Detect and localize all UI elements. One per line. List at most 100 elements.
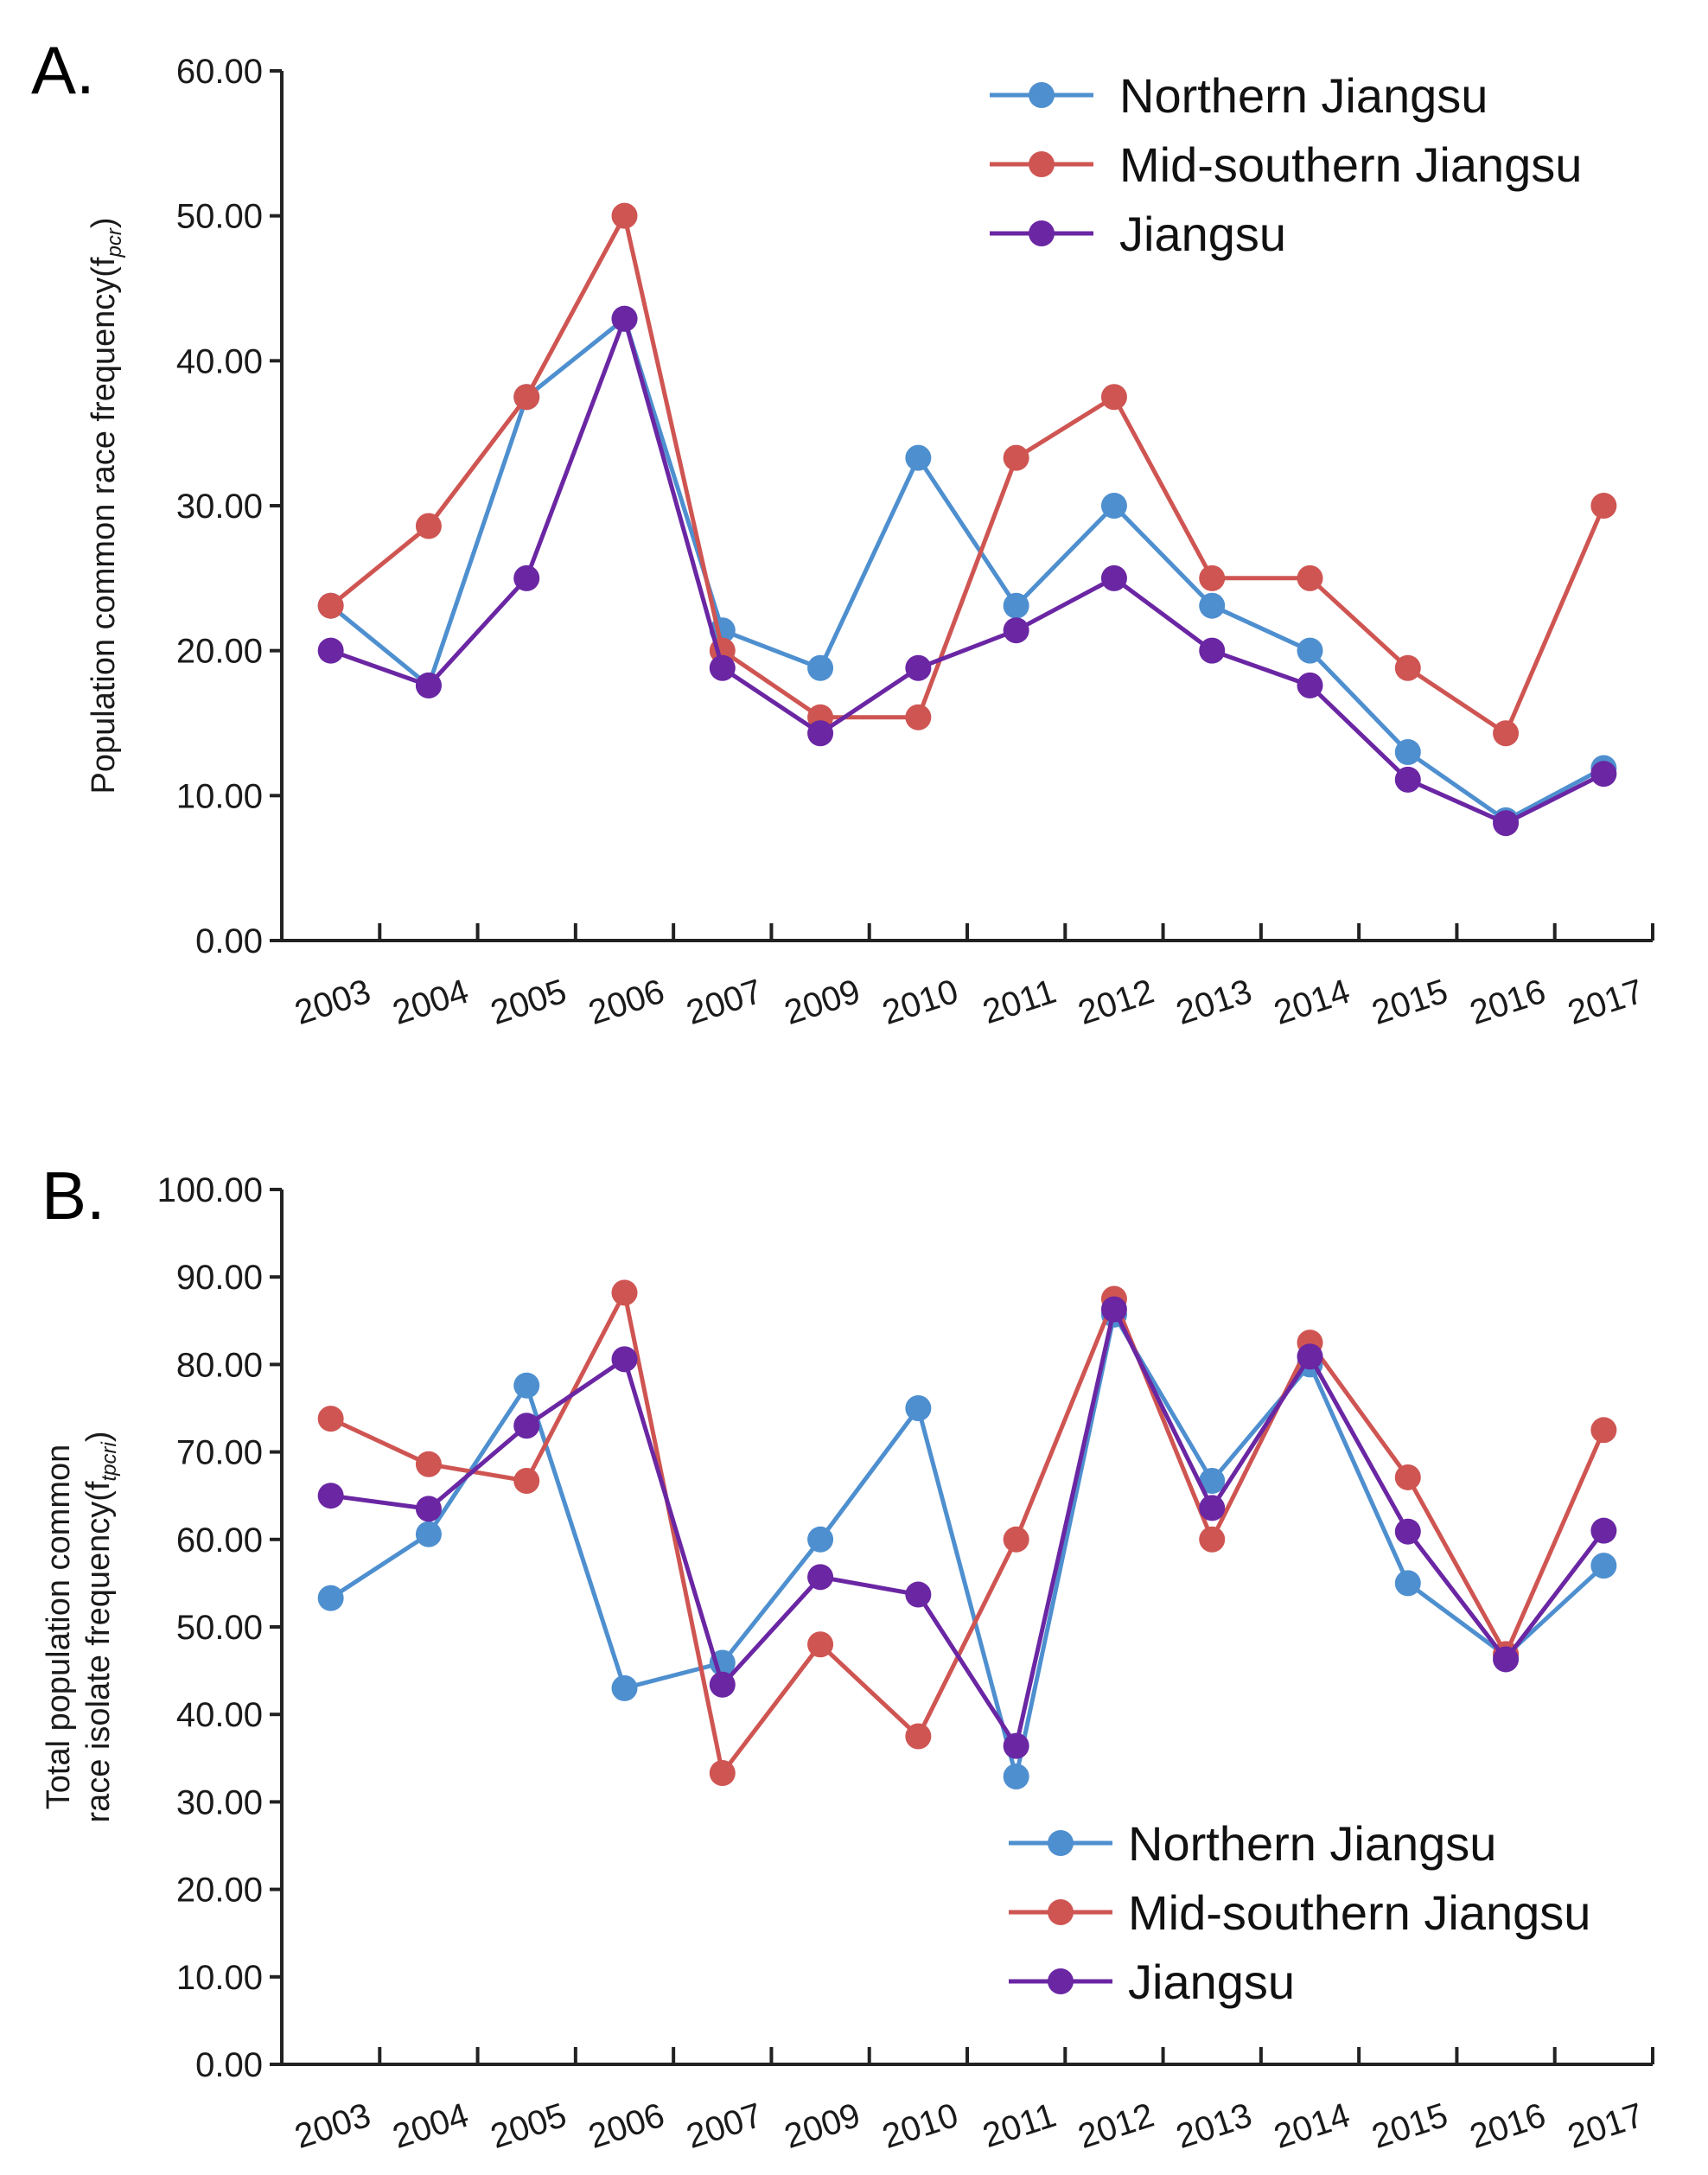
data-point <box>807 720 834 747</box>
data-point <box>415 513 442 539</box>
data-point <box>611 202 638 229</box>
x-tick-label: 2012 <box>1074 2096 1158 2156</box>
data-point <box>905 444 932 471</box>
series-line <box>329 316 1605 823</box>
data-point <box>1590 1553 1617 1579</box>
x-tick-label: 2006 <box>584 2096 669 2156</box>
data-point <box>1590 493 1617 519</box>
legend-swatch-marker <box>1048 1968 1074 1994</box>
x-tick-label: 2005 <box>486 2096 570 2156</box>
legend-item: Mid-southern Jiangsu <box>990 137 1582 192</box>
series-line <box>329 1290 1606 1776</box>
data-point <box>807 1631 834 1658</box>
legend-label: Northern Jiangsu <box>1119 68 1488 123</box>
series-line <box>330 1307 1606 1749</box>
y-tick-label: 20.00 <box>176 633 263 671</box>
data-point <box>1590 1417 1617 1444</box>
y-tick-label: 100.00 <box>157 1171 263 1209</box>
y-tick-label: 0.00 <box>195 2046 263 2084</box>
series-midsouthern <box>317 202 1617 747</box>
data-point <box>709 654 736 681</box>
data-point <box>1493 720 1520 747</box>
data-point <box>1003 1732 1029 1759</box>
data-point <box>1590 1517 1617 1544</box>
data-point <box>709 1671 736 1698</box>
data-point <box>905 654 932 681</box>
data-point <box>611 1279 638 1306</box>
legend-label: Jiangsu <box>1128 1955 1295 2009</box>
data-point <box>513 384 540 411</box>
x-tick-label: 2005 <box>486 973 570 1032</box>
x-tick-label: 2004 <box>388 973 473 1032</box>
data-point <box>807 1564 834 1591</box>
legend-label: Mid-southern Jiangsu <box>1128 1885 1590 1940</box>
data-point <box>1394 654 1421 681</box>
data-point <box>1394 739 1421 766</box>
x-tick-label: 2015 <box>1367 973 1452 1032</box>
data-point <box>513 1372 540 1399</box>
y-axis-label: Total population common <box>41 1445 77 1809</box>
y-tick-label: 30.00 <box>176 1783 263 1821</box>
data-point <box>905 1395 932 1421</box>
legend-label: Mid-southern Jiangsu <box>1119 137 1582 192</box>
data-point <box>317 637 344 664</box>
data-point <box>807 1526 834 1553</box>
data-point <box>1394 1464 1421 1490</box>
x-tick-label: 2004 <box>388 2096 473 2156</box>
x-tick-label: 2009 <box>780 973 864 1032</box>
x-tick-label: 2015 <box>1367 2096 1452 2156</box>
data-point <box>317 1483 344 1509</box>
y-tick-label: 90.00 <box>176 1259 263 1297</box>
x-tick-label: 2010 <box>878 973 963 1032</box>
legend-item: Jiangsu <box>1009 1955 1295 2009</box>
series-jiangsu <box>317 1296 1617 1759</box>
data-point <box>1003 1526 1029 1553</box>
x-tick-label: 2007 <box>682 973 767 1032</box>
data-point <box>513 564 540 591</box>
legend-swatch-marker <box>1029 151 1055 177</box>
legend-item: Mid-southern Jiangsu <box>1009 1885 1590 1940</box>
legend-swatch-marker <box>1029 82 1055 108</box>
y-tick-label: 60.00 <box>176 53 263 91</box>
data-point <box>415 1451 442 1477</box>
data-point <box>611 1674 638 1701</box>
data-point <box>317 592 344 619</box>
data-point <box>1297 1343 1323 1370</box>
x-tick-label: 2017 <box>1564 2096 1648 2156</box>
data-point <box>1394 766 1421 793</box>
data-point <box>1003 617 1029 644</box>
series-midsouthern <box>317 1279 1617 1787</box>
y-tick-label: 70.00 <box>176 1434 263 1472</box>
y-axis-label: Population common race frequency(fpcr) <box>86 218 126 794</box>
y-tick-label: 40.00 <box>176 342 263 380</box>
x-tick-label: 2014 <box>1270 2096 1354 2156</box>
series-line <box>329 214 1606 736</box>
series-northern <box>317 1301 1617 1790</box>
y-tick-label: 60.00 <box>176 1521 263 1559</box>
data-point <box>1199 1495 1226 1521</box>
data-point <box>1100 564 1127 591</box>
legend-swatch-marker <box>1029 220 1055 246</box>
x-tick-label: 2013 <box>1171 973 1256 1032</box>
legend-label: Northern Jiangsu <box>1128 1816 1496 1871</box>
series-northern <box>317 305 1617 833</box>
data-point <box>1199 1526 1226 1553</box>
x-tick-label: 2016 <box>1465 2096 1550 2156</box>
data-point <box>1394 1570 1421 1597</box>
data-point <box>1199 592 1226 619</box>
y-tick-label: 30.00 <box>176 488 263 526</box>
x-tick-label: 2011 <box>978 2096 1061 2155</box>
data-point <box>1199 637 1226 664</box>
data-point <box>1394 1518 1421 1545</box>
data-point <box>611 1346 638 1373</box>
data-point <box>807 654 834 681</box>
series-line <box>329 1312 1606 1779</box>
y-tick-label: 40.00 <box>176 1696 263 1734</box>
data-point <box>611 305 638 332</box>
x-tick-label: 2006 <box>584 973 669 1032</box>
data-point <box>1003 444 1029 471</box>
data-point <box>1590 761 1617 788</box>
x-tick-label: 2011 <box>978 973 1061 1031</box>
y-tick-label: 10.00 <box>176 1959 263 1997</box>
